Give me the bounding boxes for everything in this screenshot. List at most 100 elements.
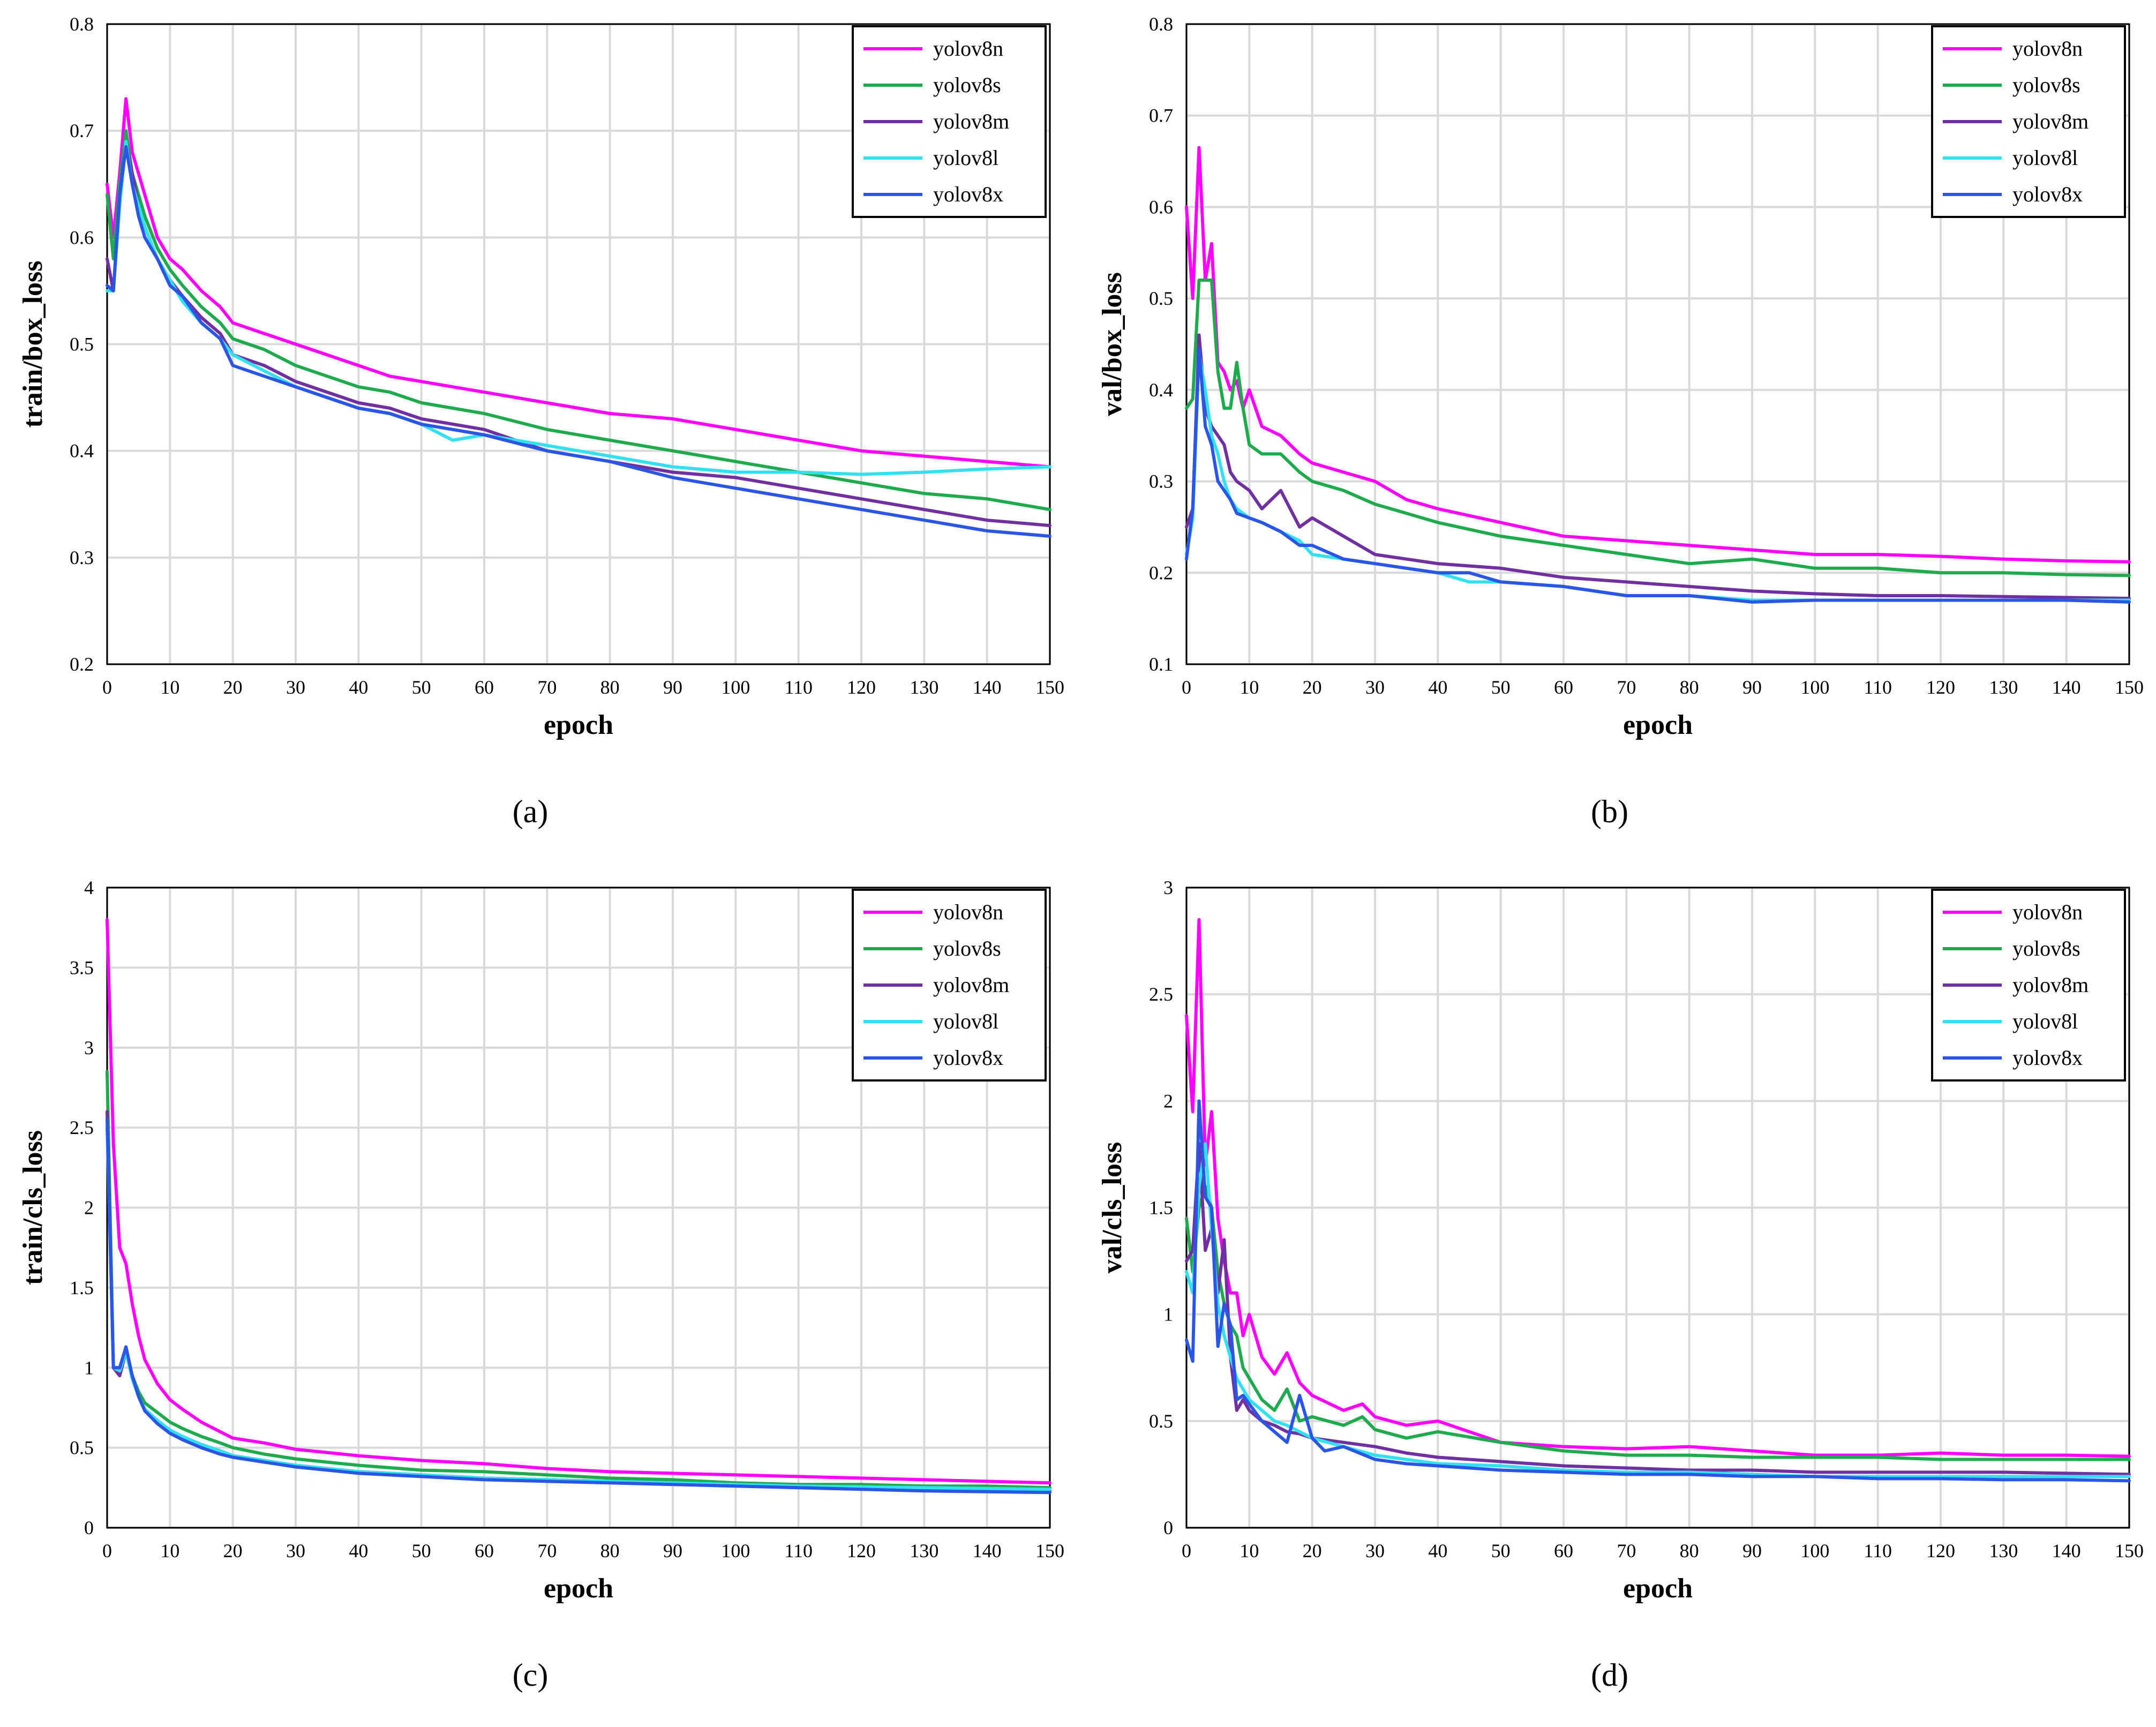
legend-label: yolov8n [2012, 36, 2083, 61]
y-axis-title: train/box_loss [18, 260, 48, 427]
y-axis: 0.2 0.3 0.4 0.5 0.6 0.7 0.8 [70, 13, 94, 675]
legend-label: yolov8l [933, 146, 998, 170]
legend-label: yolov8l [933, 1009, 998, 1033]
x-axis: 0 10 20 30 40 50 60 70 80 90 100 110 120 130 140 150 [1182, 677, 2144, 698]
legend-label: yolov8s [2012, 936, 2080, 960]
series-line-yolov8s [1185, 279, 2131, 577]
legend-label: yolov8s [933, 73, 1001, 97]
x-tick-label: 130 [1989, 1540, 2018, 1561]
y-tick-label: 2.5 [1149, 983, 1173, 1005]
legend-label: yolov8m [933, 973, 1009, 997]
x-tick-label: 150 [2115, 1540, 2144, 1561]
x-axis: 0 10 20 30 40 50 60 70 80 90 100 110 120 130 140 150 [1182, 1540, 2144, 1561]
series-line-yolov8n [106, 97, 1051, 469]
series-lines [1185, 918, 2131, 1483]
y-tick-label: 2.5 [70, 1117, 94, 1138]
x-tick-label: 30 [286, 677, 305, 698]
series-line-yolov8x [106, 1118, 1051, 1495]
x-tick-label: 90 [663, 1540, 682, 1561]
y-tick-label: 0.1 [1149, 654, 1173, 675]
y-tick-label: 0.5 [1149, 288, 1173, 309]
line-chart: 0 10 20 30 40 50 60 70 80 90 100 110 120 130 140 150 0 0.… [18, 877, 1064, 1693]
series-line-yolov8m [1185, 1142, 2131, 1476]
x-tick-label: 70 [537, 677, 557, 698]
chart-panel-c: 0 10 20 30 40 50 60 70 80 90 100 110 120 130 140 150 0 0.… [0, 864, 1077, 1727]
legend: yolov8n yolov8s yolov8m yolov8l yolov8x [852, 889, 1047, 1082]
series-line-yolov8n [106, 918, 1051, 1485]
chart-panel-a: 0 10 20 30 40 50 60 70 80 90 100 110 120 130 140 150 0.2… [0, 0, 1077, 864]
y-axis: 0.1 0.2 0.3 0.4 0.5 0.6 0.7 0.8 [1149, 13, 1173, 675]
x-tick-label: 150 [2115, 677, 2144, 698]
x-tick-label: 150 [1035, 677, 1064, 698]
y-tick-label: 0 [84, 1517, 94, 1538]
y-tick-label: 0.2 [70, 654, 94, 675]
x-tick-label: 80 [600, 677, 620, 698]
legend-label: yolov8n [2012, 900, 2083, 924]
x-tick-label: 30 [1365, 1540, 1385, 1561]
x-tick-label: 60 [1554, 677, 1573, 698]
x-tick-label: 120 [847, 677, 876, 698]
x-tick-label: 20 [1303, 1540, 1322, 1561]
x-tick-label: 80 [1680, 677, 1699, 698]
legend-label: yolov8s [2012, 73, 2080, 97]
panel-caption: (a) [513, 794, 549, 829]
x-tick-label: 20 [223, 677, 243, 698]
x-tick-label: 100 [1800, 677, 1829, 698]
x-tick-label: 40 [1428, 677, 1447, 698]
x-tick-label: 120 [1926, 677, 1955, 698]
x-tick-label: 150 [1035, 1540, 1064, 1561]
x-tick-label: 100 [721, 677, 750, 698]
legend: yolov8n yolov8s yolov8m yolov8l yolov8x [1931, 889, 2126, 1082]
x-tick-label: 70 [1617, 677, 1636, 698]
x-tick-label: 30 [1365, 677, 1385, 698]
x-tick-label: 60 [475, 1540, 494, 1561]
series-line-yolov8x [106, 145, 1051, 538]
y-axis-title: val/box_loss [1097, 272, 1128, 416]
y-tick-label: 2 [1163, 1090, 1173, 1112]
y-tick-label: 3 [84, 1037, 94, 1058]
x-tick-label: 50 [412, 1540, 431, 1561]
plot-area-frame [106, 887, 1051, 1529]
y-tick-label: 4 [84, 877, 94, 898]
y-tick-label: 0.4 [1149, 379, 1173, 401]
x-tick-label: 110 [1864, 677, 1892, 698]
y-tick-label: 2 [84, 1197, 94, 1219]
x-axis-title: epoch [544, 1573, 613, 1604]
y-tick-label: 0.8 [70, 13, 94, 35]
legend-label: yolov8m [2012, 109, 2089, 133]
x-tick-label: 10 [160, 677, 179, 698]
legend-label: yolov8m [933, 109, 1009, 133]
x-tick-label: 0 [1182, 1540, 1191, 1561]
legend-label: yolov8m [2012, 973, 2089, 997]
series-line-yolov8s [106, 129, 1051, 512]
x-tick-label: 130 [1989, 677, 2018, 698]
x-tick-label: 40 [349, 1540, 368, 1561]
series-line-yolov8x [1185, 1099, 2131, 1483]
y-tick-label: 0.6 [1149, 196, 1173, 217]
x-tick-label: 80 [600, 1540, 620, 1561]
x-tick-label: 0 [102, 677, 112, 698]
legend-label: yolov8l [2012, 146, 2078, 170]
x-tick-label: 50 [1491, 677, 1511, 698]
x-tick-label: 70 [1617, 1540, 1636, 1561]
series-lines [1185, 146, 2131, 604]
x-tick-label: 60 [1554, 1540, 1573, 1561]
chart-panel-d: 0 10 20 30 40 50 60 70 80 90 100 110 120 130 140 150 0 0.… [1079, 864, 2156, 1727]
y-tick-label: 0.6 [70, 227, 94, 248]
y-tick-label: 0.3 [1149, 471, 1173, 492]
y-tick-label: 0.5 [70, 1437, 94, 1459]
legend: yolov8n yolov8s yolov8m yolov8l yolov8x [852, 25, 1047, 218]
line-chart: 0 10 20 30 40 50 60 70 80 90 100 110 120 130 140 150 0.1… [1097, 13, 2144, 829]
y-tick-label: 1.5 [1149, 1197, 1173, 1219]
x-tick-label: 100 [1800, 1540, 1829, 1561]
legend-label: yolov8l [2012, 1009, 2078, 1033]
x-tick-label: 40 [349, 677, 368, 698]
y-tick-label: 3.5 [70, 957, 94, 978]
series-line-yolov8m [1185, 333, 2131, 600]
x-tick-label: 10 [1239, 677, 1259, 698]
x-tick-label: 30 [286, 1540, 305, 1561]
x-tick-label: 140 [973, 1540, 1002, 1561]
x-tick-label: 20 [223, 1540, 243, 1561]
y-axis: 0 0.5 1 1.5 2 2.5 3 3.5 4 [70, 877, 94, 1538]
x-tick-label: 100 [721, 1540, 750, 1561]
